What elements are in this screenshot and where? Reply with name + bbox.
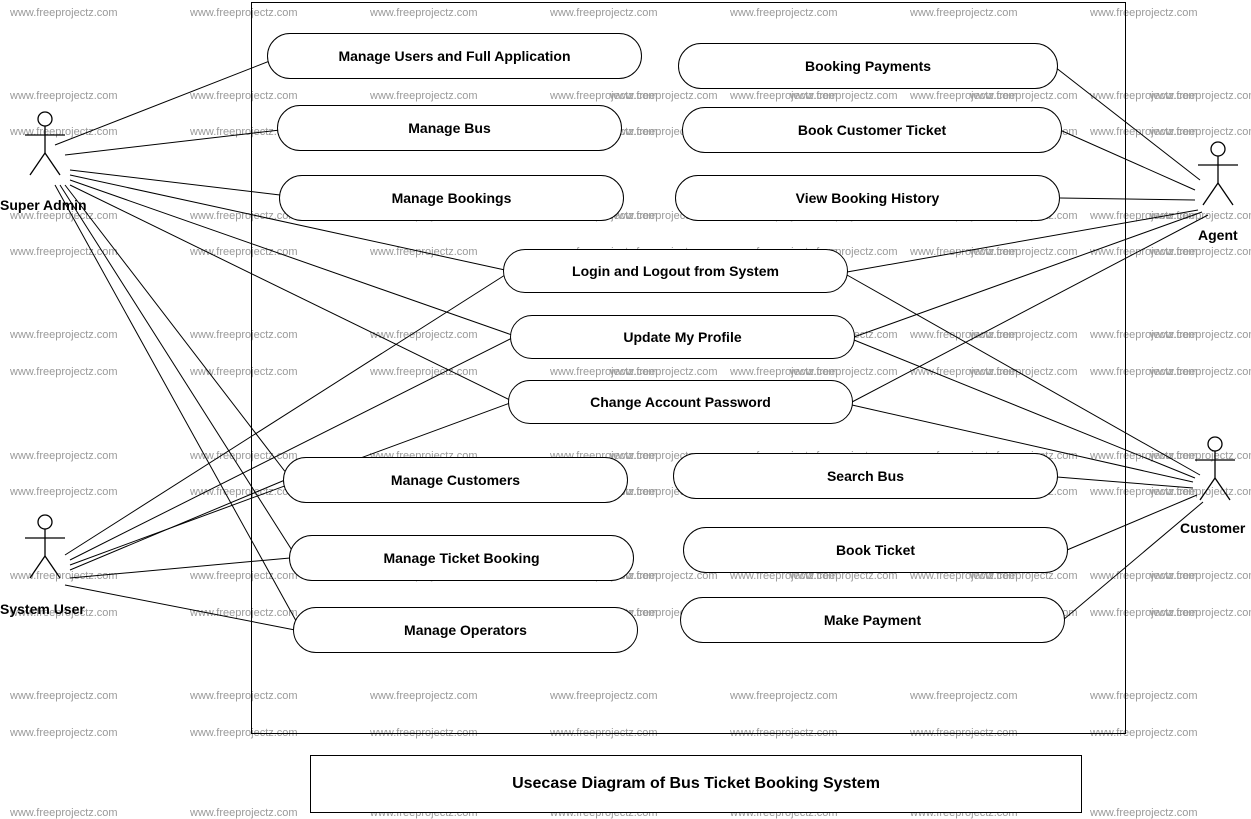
uc-manage-customers: Manage Customers bbox=[283, 457, 628, 503]
diagram-title-box: Usecase Diagram of Bus Ticket Booking Sy… bbox=[310, 755, 1082, 813]
uc-view-booking-history: View Booking History bbox=[675, 175, 1060, 221]
uc-make-payment: Make Payment bbox=[680, 597, 1065, 643]
actor-agent bbox=[1198, 142, 1238, 205]
actor-system-user bbox=[25, 515, 65, 578]
uc-login-logout: Login and Logout from System bbox=[503, 249, 848, 293]
uc-book-ticket: Book Ticket bbox=[683, 527, 1068, 573]
actor-super-admin bbox=[25, 112, 65, 175]
uc-manage-ticket-booking: Manage Ticket Booking bbox=[289, 535, 634, 581]
uc-book-customer-ticket: Book Customer Ticket bbox=[682, 107, 1062, 153]
actor-label-customer: Customer bbox=[1180, 520, 1245, 536]
actor-label-super-admin: Super Admin bbox=[0, 197, 87, 213]
uc-manage-bus: Manage Bus bbox=[277, 105, 622, 151]
diagram-title: Usecase Diagram of Bus Ticket Booking Sy… bbox=[512, 775, 880, 793]
uc-search-bus: Search Bus bbox=[673, 453, 1058, 499]
uc-change-password: Change Account Password bbox=[508, 380, 853, 424]
uc-booking-payments: Booking Payments bbox=[678, 43, 1058, 89]
actor-label-agent: Agent bbox=[1198, 227, 1238, 243]
uc-manage-bookings: Manage Bookings bbox=[279, 175, 624, 221]
uc-manage-operators: Manage Operators bbox=[293, 607, 638, 653]
uc-update-profile: Update My Profile bbox=[510, 315, 855, 359]
uc-manage-users: Manage Users and Full Application bbox=[267, 33, 642, 79]
actor-customer bbox=[1195, 437, 1235, 500]
actor-label-system-user: System User bbox=[0, 601, 85, 617]
